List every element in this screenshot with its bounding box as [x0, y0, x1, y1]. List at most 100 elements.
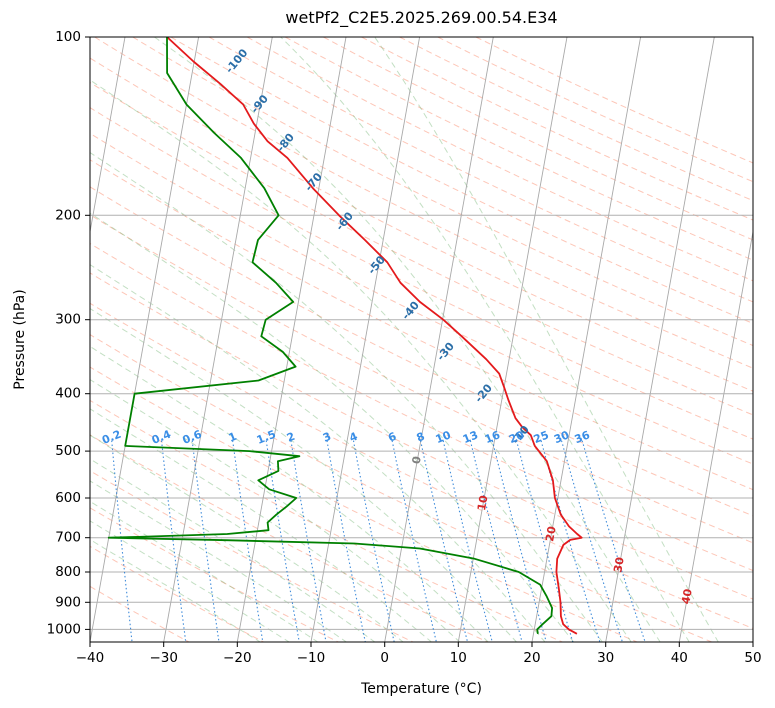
mixing-ratio-line [391, 440, 437, 642]
moist-adiabat-line [90, 79, 632, 642]
dry-adiabat-label: -40 [399, 299, 422, 323]
mixing-ratio-label: 3 [321, 430, 333, 445]
dry-adiabat-line [323, 37, 753, 241]
dry-adiabat-line [90, 159, 753, 491]
mixing-ratio-label: 1.5 [255, 428, 278, 447]
x-tick-label: −20 [223, 650, 252, 666]
background-lines [90, 37, 753, 642]
x-tick-label: 10 [450, 650, 467, 666]
moist-adiabat-line [280, 37, 690, 642]
moist-adiabat-line [90, 151, 603, 642]
y-tick-label: 1000 [47, 621, 81, 637]
mixing-ratio-label: 1 [227, 430, 239, 445]
dry-adiabat-line [94, 37, 753, 369]
dry-adiabat-line [90, 107, 753, 440]
dry-adiabat-line [90, 399, 563, 642]
dry-adiabat-line [90, 366, 638, 642]
mixing-ratio-label: 0.2 [100, 428, 123, 447]
mixing-ratio-label: 16 [483, 428, 502, 446]
isotherm-label: 10 [475, 494, 491, 512]
isotherm-line [384, 37, 494, 642]
dry-adiabat-line [90, 242, 753, 572]
mixing-ratio-label: 13 [461, 428, 480, 446]
isotherm-line [90, 37, 200, 642]
moist-adiabat-line [90, 458, 376, 642]
dry-adiabat-line [90, 272, 753, 600]
moist-adiabat-line [90, 480, 348, 642]
dry-adiabat-line [208, 37, 753, 303]
dry-adiabat-line [90, 434, 488, 642]
mixing-ratio-line [160, 440, 187, 642]
mixing-ratio-line [515, 440, 574, 642]
dewpoint-profile-line [107, 37, 553, 634]
moist-adiabat-line [374, 37, 719, 642]
moist-adiabat-line [90, 434, 404, 642]
mixing-ratio-line [560, 440, 623, 642]
mixing-ratio-label: 6 [386, 430, 398, 445]
moist-adiabat-line [90, 520, 290, 642]
mixing-ratio-line [111, 440, 133, 642]
mixing-ratio-line [191, 440, 220, 642]
dry-adiabat-line [90, 302, 753, 630]
y-tick-label: 300 [55, 312, 81, 328]
chart-title: wetPf2_C2E5.2025.269.00.54.E34 [285, 8, 558, 27]
moist-adiabat-line [90, 307, 518, 642]
moist-adiabat-line [90, 408, 433, 642]
x-tick-label: 50 [744, 650, 761, 666]
dry-adiabat-line [90, 81, 753, 416]
mixing-ratio-label: 36 [573, 428, 592, 446]
y-tick-label: 100 [55, 29, 81, 45]
isotherm-line [752, 639, 753, 642]
dry-adiabat-line [90, 214, 753, 544]
x-tick-label: −10 [297, 650, 326, 666]
x-tick-label: −30 [149, 650, 178, 666]
dry-adiabat-label: -30 [434, 340, 457, 364]
mixing-ratio-line [442, 440, 493, 642]
mixing-ratio-label: 2 [285, 430, 297, 445]
moist-adiabat-line [90, 212, 575, 642]
mixing-ratio-line [265, 440, 300, 642]
mixing-ratio-label: 30 [552, 428, 571, 446]
x-axis-title: Temperature (°C) [360, 681, 482, 697]
dry-adiabat-label: -90 [248, 92, 271, 116]
moist-adiabat-line [154, 37, 661, 642]
mixing-ratio-label: 0.4 [150, 427, 173, 446]
isotherm-line [163, 37, 273, 642]
mixing-ratio-label: 25 [532, 428, 551, 446]
mixing-ratio-line [352, 440, 395, 642]
isotherm-label: 30 [611, 556, 627, 574]
isotherm-line [90, 37, 126, 235]
dry-adiabat-line [132, 37, 753, 347]
x-tick-label: −40 [76, 650, 105, 666]
dry-adiabat-line [90, 132, 753, 465]
y-tick-label: 600 [55, 490, 81, 506]
isotherm-line [605, 37, 715, 642]
mixing-ratio-label: 20 [507, 428, 526, 446]
moist-adiabat-line [90, 378, 461, 642]
temperature-profile-line [166, 37, 583, 635]
dry-adiabat-line [399, 37, 753, 202]
dry-adiabat-line [90, 57, 753, 392]
y-tick-label: 800 [55, 564, 81, 580]
mixing-ratio-line [326, 440, 366, 642]
x-tick-label: 30 [597, 650, 614, 666]
y-tick-label: 400 [55, 386, 81, 402]
dry-adiabat-line [90, 545, 264, 642]
moist-adiabat-line [90, 500, 319, 642]
mixing-ratio-line [232, 440, 264, 642]
dry-adiabat-line [475, 37, 753, 164]
mixing-ratio-label: 4 [348, 430, 360, 445]
moist-adiabat-line [90, 345, 489, 642]
isotherm-label: 20 [543, 525, 559, 543]
y-tick-label: 200 [55, 207, 81, 223]
x-tick-label: 20 [523, 650, 540, 666]
isotherm-line [457, 37, 568, 642]
x-tick-label: 40 [671, 650, 688, 666]
dry-adiabat-line [90, 507, 339, 642]
y-tick-label: 700 [55, 530, 81, 546]
y-tick-label: 900 [55, 594, 81, 610]
isotherm-label: 0 [410, 455, 424, 465]
isotherm-label: 40 [679, 587, 695, 605]
plot-frame [89, 36, 754, 643]
